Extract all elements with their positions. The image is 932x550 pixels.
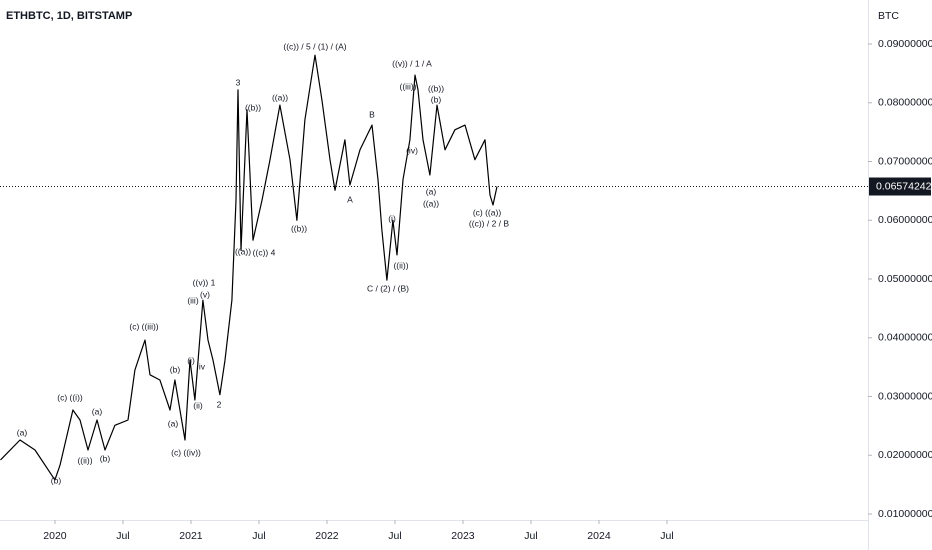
y-tick-label: 0.04000000: [878, 332, 932, 344]
wave-annotation: (i): [187, 355, 195, 365]
x-tick-label: Jul: [252, 530, 265, 542]
wave-annotation: (a): [168, 418, 179, 428]
wave-annotation: (i): [388, 213, 396, 223]
wave-annotation: ((a)): [235, 246, 251, 256]
x-tick-label: Jul: [388, 530, 401, 542]
y-tick-label: 0.05000000: [878, 273, 932, 285]
wave-annotation: (a): [92, 406, 103, 416]
wave-annotation: B: [369, 109, 375, 119]
wave-annotation: C / (2) / (B): [367, 283, 409, 293]
wave-annotation: (iii): [187, 295, 198, 305]
wave-annotation: ((ii)): [77, 455, 92, 465]
y-tick-label: 0.03000000: [878, 390, 932, 402]
wave-annotation: (b): [431, 94, 442, 104]
y-tick-label: 0.07000000: [878, 155, 932, 167]
chart-title: ETHBTC, 1D, BITSTAMP: [6, 10, 132, 22]
wave-annotation: (c) ((i)): [57, 392, 83, 402]
wave-annotation: ((v)) 1: [193, 277, 216, 287]
x-tick-label: 2022: [315, 530, 339, 542]
y-tick-label: 0.02000000: [878, 449, 932, 461]
x-tick-label: Jul: [116, 530, 129, 542]
y-tick-label: 0.09000000: [878, 38, 932, 50]
wave-annotation: (b): [51, 475, 62, 485]
wave-annotation: ((b)): [245, 102, 261, 112]
wave-annotation: ((a)): [423, 198, 439, 208]
wave-annotation: (iv): [406, 145, 418, 155]
y-tick-label: 0.08000000: [878, 97, 932, 109]
wave-annotation: ((a)): [272, 92, 288, 102]
wave-annotation: (ii): [193, 400, 203, 410]
x-tick-label: 2021: [179, 530, 203, 542]
wave-annotation: iv: [199, 361, 206, 371]
wave-annotation: ((b)): [428, 83, 444, 93]
price-line: [0, 54, 498, 481]
wave-annotation: ((c)) / 2 / B: [469, 218, 509, 228]
wave-annotation: A: [347, 194, 353, 204]
wave-annotation: ((ii)): [393, 260, 408, 270]
x-tick-label: 2020: [43, 530, 67, 542]
wave-annotation: (c) ((iii)): [129, 321, 158, 331]
wave-annotation: (v): [200, 289, 210, 299]
wave-annotation: ((c)) / 5 / (1) / (A): [283, 41, 346, 51]
y-axis-label: BTC: [878, 10, 899, 22]
wave-annotation: 2: [217, 399, 222, 409]
y-tick-label: 0.01000000: [878, 508, 932, 520]
y-tick-label: 0.06000000: [878, 214, 932, 226]
wave-annotation: ((c)) 4: [253, 247, 276, 257]
x-tick-label: 2024: [587, 530, 611, 542]
wave-annotation: ((v)) / 1 / A: [392, 58, 432, 68]
x-tick-label: Jul: [524, 530, 537, 542]
last-price-box: [869, 177, 931, 196]
wave-annotation: 3: [236, 77, 241, 87]
wave-annotation: (a): [17, 427, 28, 437]
wave-annotation: (c) ((a)): [473, 207, 501, 217]
wave-annotation: (c) ((iv)): [171, 447, 201, 457]
x-tick-label: Jul: [660, 530, 673, 542]
last-price-label: 0.06574242: [876, 180, 932, 192]
x-tick-label: 2023: [451, 530, 475, 542]
wave-annotation: (b): [100, 453, 111, 463]
wave-annotation: ((iii)): [400, 81, 417, 91]
wave-annotation: (b): [170, 364, 181, 374]
wave-annotation: ((b)): [291, 223, 307, 233]
wave-annotation: (a): [426, 186, 437, 196]
